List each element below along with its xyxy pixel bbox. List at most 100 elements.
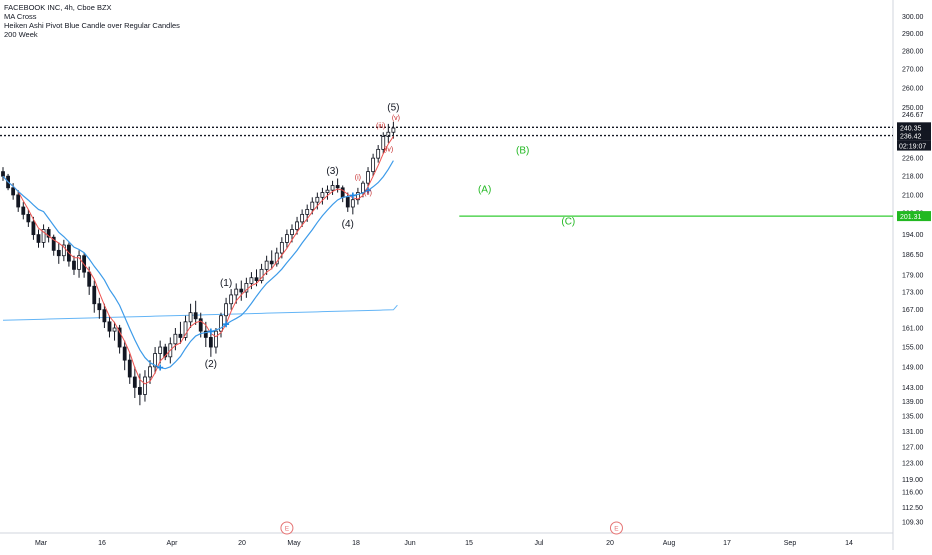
candle-body: [310, 201, 315, 210]
last-price-tag-bg: [897, 122, 931, 133]
second-price-tag-bg: [897, 130, 931, 141]
x-tick-label: May: [287, 540, 301, 547]
candle-body: [1, 171, 5, 177]
x-tick-label: Aug: [663, 540, 676, 547]
ma-fast-line: [2, 136, 394, 385]
y-tick-label: 218.00: [902, 174, 924, 181]
x-tick-label: Jul: [535, 540, 544, 547]
candle-body: [107, 321, 112, 332]
candle-body: [320, 192, 325, 198]
candle-body: [300, 213, 305, 223]
earnings-marker[interactable]: [280, 521, 294, 535]
y-tick-label: 119.00: [902, 477, 923, 484]
correction-wave-label: (B): [516, 146, 529, 157]
y-tick-label: 112.50: [902, 505, 923, 512]
candle-body: [72, 260, 76, 270]
candle-body: [219, 315, 223, 332]
y-tick-label: 149.00: [902, 364, 924, 371]
legend-symbol-title: FACEBOOK INC, 4h, Cboe BZX: [4, 3, 112, 12]
y-tick-label: 123.00: [902, 460, 924, 467]
candle-body: [254, 277, 259, 281]
sub-wave-label: (iii): [376, 123, 385, 130]
candle-body: [203, 330, 208, 338]
candle-body: [21, 206, 26, 215]
x-tick-label: 20: [606, 540, 614, 547]
y-tick-label: 135.00: [902, 414, 924, 421]
chart-legend: FACEBOOK INC, 4h, Cboe BZX MA Cross Heik…: [4, 3, 180, 39]
candle-body: [51, 236, 56, 251]
x-tick-label: 16: [98, 540, 106, 547]
ma-cross-marker: [349, 192, 356, 199]
y-tick-label: 139.00: [902, 399, 924, 406]
y-tick-label: 116.00: [902, 490, 923, 497]
x-tick-label: Apr: [167, 540, 179, 547]
x-tick-label: 17: [723, 540, 731, 547]
candle-body: [295, 221, 299, 230]
candle-body: [325, 189, 330, 193]
sub-wave-label: (iv): [383, 147, 393, 154]
wave-label: (4): [342, 219, 354, 230]
y-tick-label: 143.00: [902, 385, 924, 392]
y-tick-label: 179.00: [902, 272, 924, 279]
candle-body: [371, 157, 376, 173]
x-tick-label: Jun: [404, 540, 415, 547]
y-tick-label: 210.00: [902, 192, 924, 199]
y-tick-label: 290.00: [902, 31, 924, 38]
y-tick-label: 246.67: [902, 112, 924, 119]
candle-body: [259, 268, 264, 281]
candle-body: [112, 327, 117, 332]
candle-body: [26, 213, 31, 223]
y-tick-label: 194.00: [902, 232, 924, 239]
ma-cross-marker: [157, 364, 164, 371]
candle-body: [330, 185, 335, 191]
y-tick-label: 260.00: [902, 85, 924, 92]
candle-body: [274, 252, 279, 265]
candle-body: [345, 196, 350, 208]
sub-wave-label: (ii): [364, 190, 372, 197]
earnings-marker[interactable]: [609, 521, 623, 535]
candle-body: [264, 260, 269, 270]
candle-body: [249, 277, 254, 284]
y-tick-label: 131.00: [902, 429, 924, 436]
candle-body: [158, 346, 163, 354]
wave-label: (5): [387, 103, 399, 114]
candle-body: [102, 309, 107, 323]
candle-body: [122, 346, 127, 361]
sub-wave-label: (i): [355, 175, 361, 182]
candle-body: [214, 330, 218, 348]
candle-body: [148, 366, 152, 378]
y-tick-label: 155.00: [902, 345, 924, 352]
correction-wave-label: (A): [478, 185, 491, 196]
second-price-tag: 236.42: [900, 134, 922, 141]
candle-body: [16, 194, 21, 208]
candle-body: [376, 148, 381, 159]
candle-body: [269, 260, 274, 265]
candle-body: [137, 386, 142, 395]
x-tick-label: 18: [352, 540, 360, 547]
earnings-marker-label: E: [285, 526, 290, 533]
ma-cross-marker: [207, 328, 214, 335]
candle-body: [11, 187, 16, 196]
y-tick-label: 173.00: [902, 290, 924, 297]
candle-body: [290, 229, 294, 236]
sub-wave-label: (v): [392, 115, 400, 122]
candle-body: [340, 187, 345, 198]
candle-body: [229, 294, 234, 305]
y-tick-label: 186.50: [902, 252, 924, 259]
x-tick-label: 20: [238, 540, 246, 547]
countdown-tag: 02:19:07: [899, 144, 926, 151]
y-tick-label: 280.00: [902, 48, 924, 55]
candle-body: [366, 171, 370, 184]
y-tick-label: 300.00: [902, 14, 924, 21]
y-tick-label: 167.00: [902, 307, 924, 314]
candle-body: [117, 327, 122, 348]
candle-body: [193, 312, 198, 320]
candle-body: [381, 136, 386, 150]
ma-cross-marker: [223, 321, 230, 328]
candle-body: [36, 234, 41, 243]
x-tick-label: 14: [845, 540, 853, 547]
correction-wave-label: (C): [561, 216, 575, 227]
y-tick-label: 226.00: [902, 156, 924, 163]
